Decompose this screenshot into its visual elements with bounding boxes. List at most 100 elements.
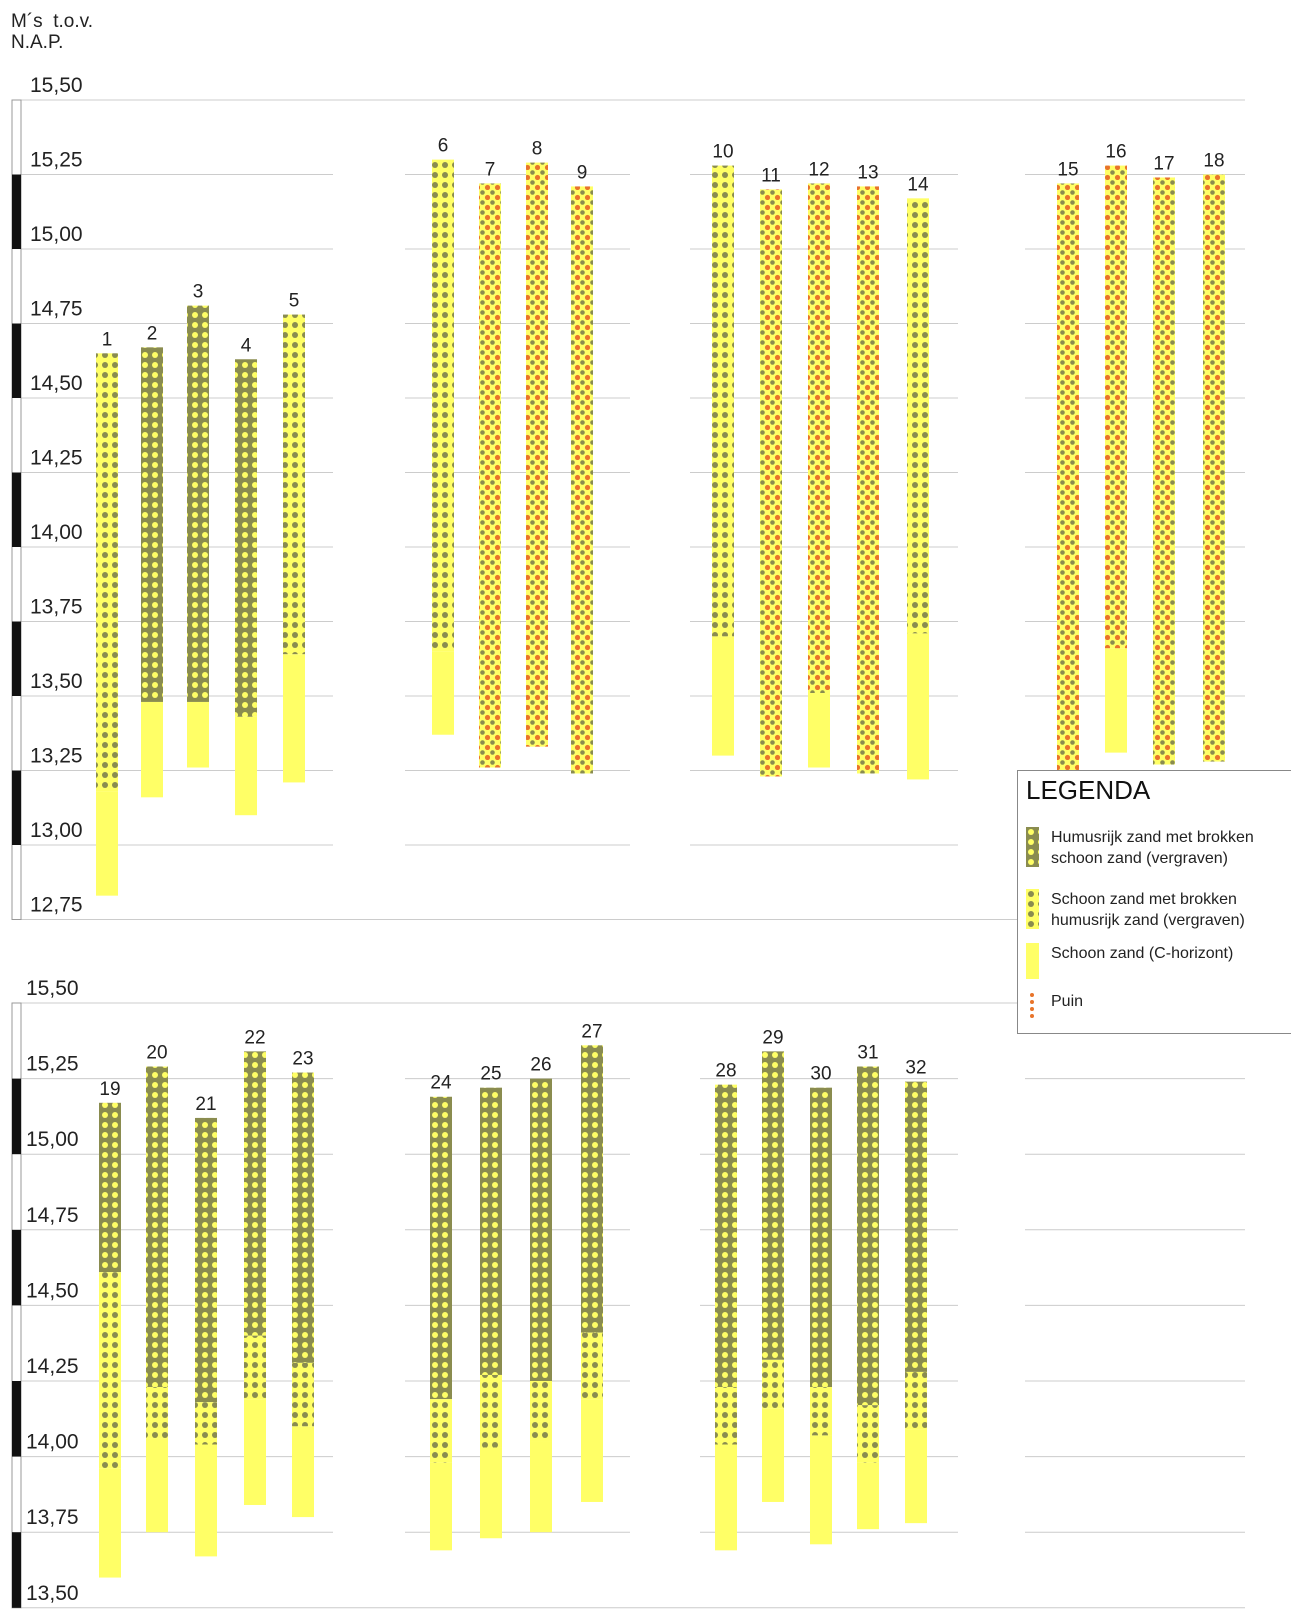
boring-28: 28	[715, 1061, 737, 1551]
boring-layer-humus	[480, 1087, 502, 1375]
boring-layer-clean-mixed	[430, 1399, 452, 1463]
boring-layer-clean	[96, 791, 118, 896]
boring-number: 21	[195, 1094, 216, 1115]
boring-26: 26	[530, 1055, 552, 1533]
boring-layer-humus	[141, 347, 163, 702]
boring-layer-clean-mixed-puin	[760, 189, 782, 777]
boring-layer-clean	[530, 1441, 552, 1533]
legend-title: LEGENDA	[1026, 775, 1151, 805]
boring-layer-humus	[762, 1051, 784, 1360]
boring-layer-clean-mixed-puin	[1153, 177, 1175, 765]
boring-number: 2	[147, 323, 158, 344]
boring-9: 9	[571, 162, 593, 774]
boring-number: 6	[438, 136, 449, 157]
legend-swatch-humus	[1026, 827, 1039, 867]
legend-label-clean: Schoon zand (C-horizont)	[1051, 945, 1234, 962]
axis-block	[12, 1532, 21, 1608]
y-tick-label: 14,25	[26, 1355, 79, 1378]
boring-6: 6	[432, 136, 454, 735]
boring-number: 7	[485, 159, 496, 180]
y-tick-label: 15,00	[26, 1128, 79, 1151]
y-tick-label: 15,25	[26, 1053, 79, 1076]
legend: LEGENDA Humusrijk zand met brokken schoo…	[1017, 770, 1291, 1034]
y-axis-title: M´s t.o.v. N.A.P.	[11, 11, 93, 53]
boring-layer-clean-mixed	[715, 1387, 737, 1445]
boring-2: 2	[141, 323, 163, 798]
boring-layer-clean	[480, 1447, 502, 1539]
boring-19: 19	[99, 1079, 121, 1578]
boring-layer-clean	[715, 1444, 737, 1551]
y-tick-label: 13,50	[30, 670, 83, 693]
axis-block	[12, 323, 21, 398]
boring-number: 22	[244, 1027, 265, 1048]
boring-layer-clean	[712, 636, 734, 756]
axis-block	[12, 472, 21, 547]
boring-layer-clean-mixed-puin	[1057, 183, 1079, 771]
y-tick-label: 15,25	[30, 149, 83, 172]
legend-item-clean: Schoon zand (C-horizont)	[1026, 943, 1233, 979]
boring-layer-clean-mixed	[905, 1371, 927, 1430]
boring-layer-humus	[810, 1087, 832, 1388]
boring-layer-clean-mixed-puin	[571, 186, 593, 774]
legend-item-clean-mixed: Schoon zand met brokken humusrijk zand (…	[1026, 889, 1245, 931]
boring-layer-clean-mixed-puin	[808, 183, 830, 694]
y-tick-label: 13,75	[26, 1506, 79, 1529]
boring-layer-clean-mixed	[432, 159, 454, 652]
boring-layer-clean	[244, 1399, 266, 1505]
boring-number: 16	[1105, 142, 1126, 163]
boring-32: 32	[905, 1058, 927, 1524]
boring-number: 8	[532, 139, 543, 160]
boring-layer-humus	[430, 1096, 452, 1400]
boring-layer-clean-mixed	[530, 1381, 552, 1442]
boring-layer-clean	[857, 1462, 879, 1530]
boring-17: 17	[1153, 153, 1175, 765]
boring-number: 29	[762, 1027, 783, 1048]
boring-number: 13	[857, 162, 878, 183]
y-tick-label: 14,00	[26, 1431, 79, 1454]
axis-block	[12, 1229, 21, 1306]
boring-layer-clean	[235, 716, 257, 816]
boring-20: 20	[146, 1043, 168, 1533]
boring-layer-clean-mixed	[907, 198, 929, 634]
boring-number: 25	[480, 1064, 501, 1085]
legend-label-puin: Puin	[1051, 993, 1084, 1010]
boring-number: 12	[808, 159, 829, 180]
boring-layer-humus	[244, 1051, 266, 1336]
boring-number: 1	[102, 329, 113, 350]
boring-number: 14	[907, 174, 929, 195]
boring-number: 26	[530, 1055, 551, 1076]
boring-12: 12	[808, 159, 830, 768]
y-tick-label: 14,75	[30, 298, 83, 321]
boring-layer-clean	[430, 1462, 452, 1551]
boring-27: 27	[581, 1021, 603, 1502]
boring-layer-clean-mixed	[292, 1362, 314, 1427]
boring-number: 9	[577, 162, 588, 183]
boring-layer-humus	[581, 1045, 603, 1333]
axis-block	[12, 174, 21, 249]
boring-14: 14	[907, 174, 929, 780]
boring-layer-humus	[905, 1081, 927, 1372]
boring-layer-clean-mixed-puin	[1105, 165, 1127, 649]
boring-layer-clean-mixed-puin	[1203, 174, 1225, 762]
boring-29: 29	[762, 1027, 784, 1502]
boring-layer-clean-mixed-puin	[479, 183, 501, 768]
boring-layer-clean-mixed	[480, 1374, 502, 1448]
boring-11: 11	[760, 165, 782, 777]
boring-number: 10	[712, 142, 733, 163]
boring-layer-clean-mixed	[712, 165, 734, 637]
y-tick-label: 14,75	[26, 1204, 79, 1227]
boring-number: 4	[241, 335, 252, 356]
boring-layer-clean	[432, 651, 454, 735]
boring-layer-humus	[146, 1066, 168, 1388]
boring-8: 8	[526, 139, 548, 747]
boring-number: 11	[761, 165, 781, 186]
boring-layer-clean	[141, 701, 163, 798]
boring-22: 22	[244, 1027, 266, 1505]
boring-layer-clean	[187, 701, 209, 768]
boring-layer-clean	[808, 693, 830, 768]
boring-layer-clean-mixed	[99, 1272, 121, 1469]
boring-number: 31	[857, 1043, 878, 1064]
y-tick-label: 13,00	[30, 819, 83, 842]
boring-layer-clean	[283, 654, 305, 783]
